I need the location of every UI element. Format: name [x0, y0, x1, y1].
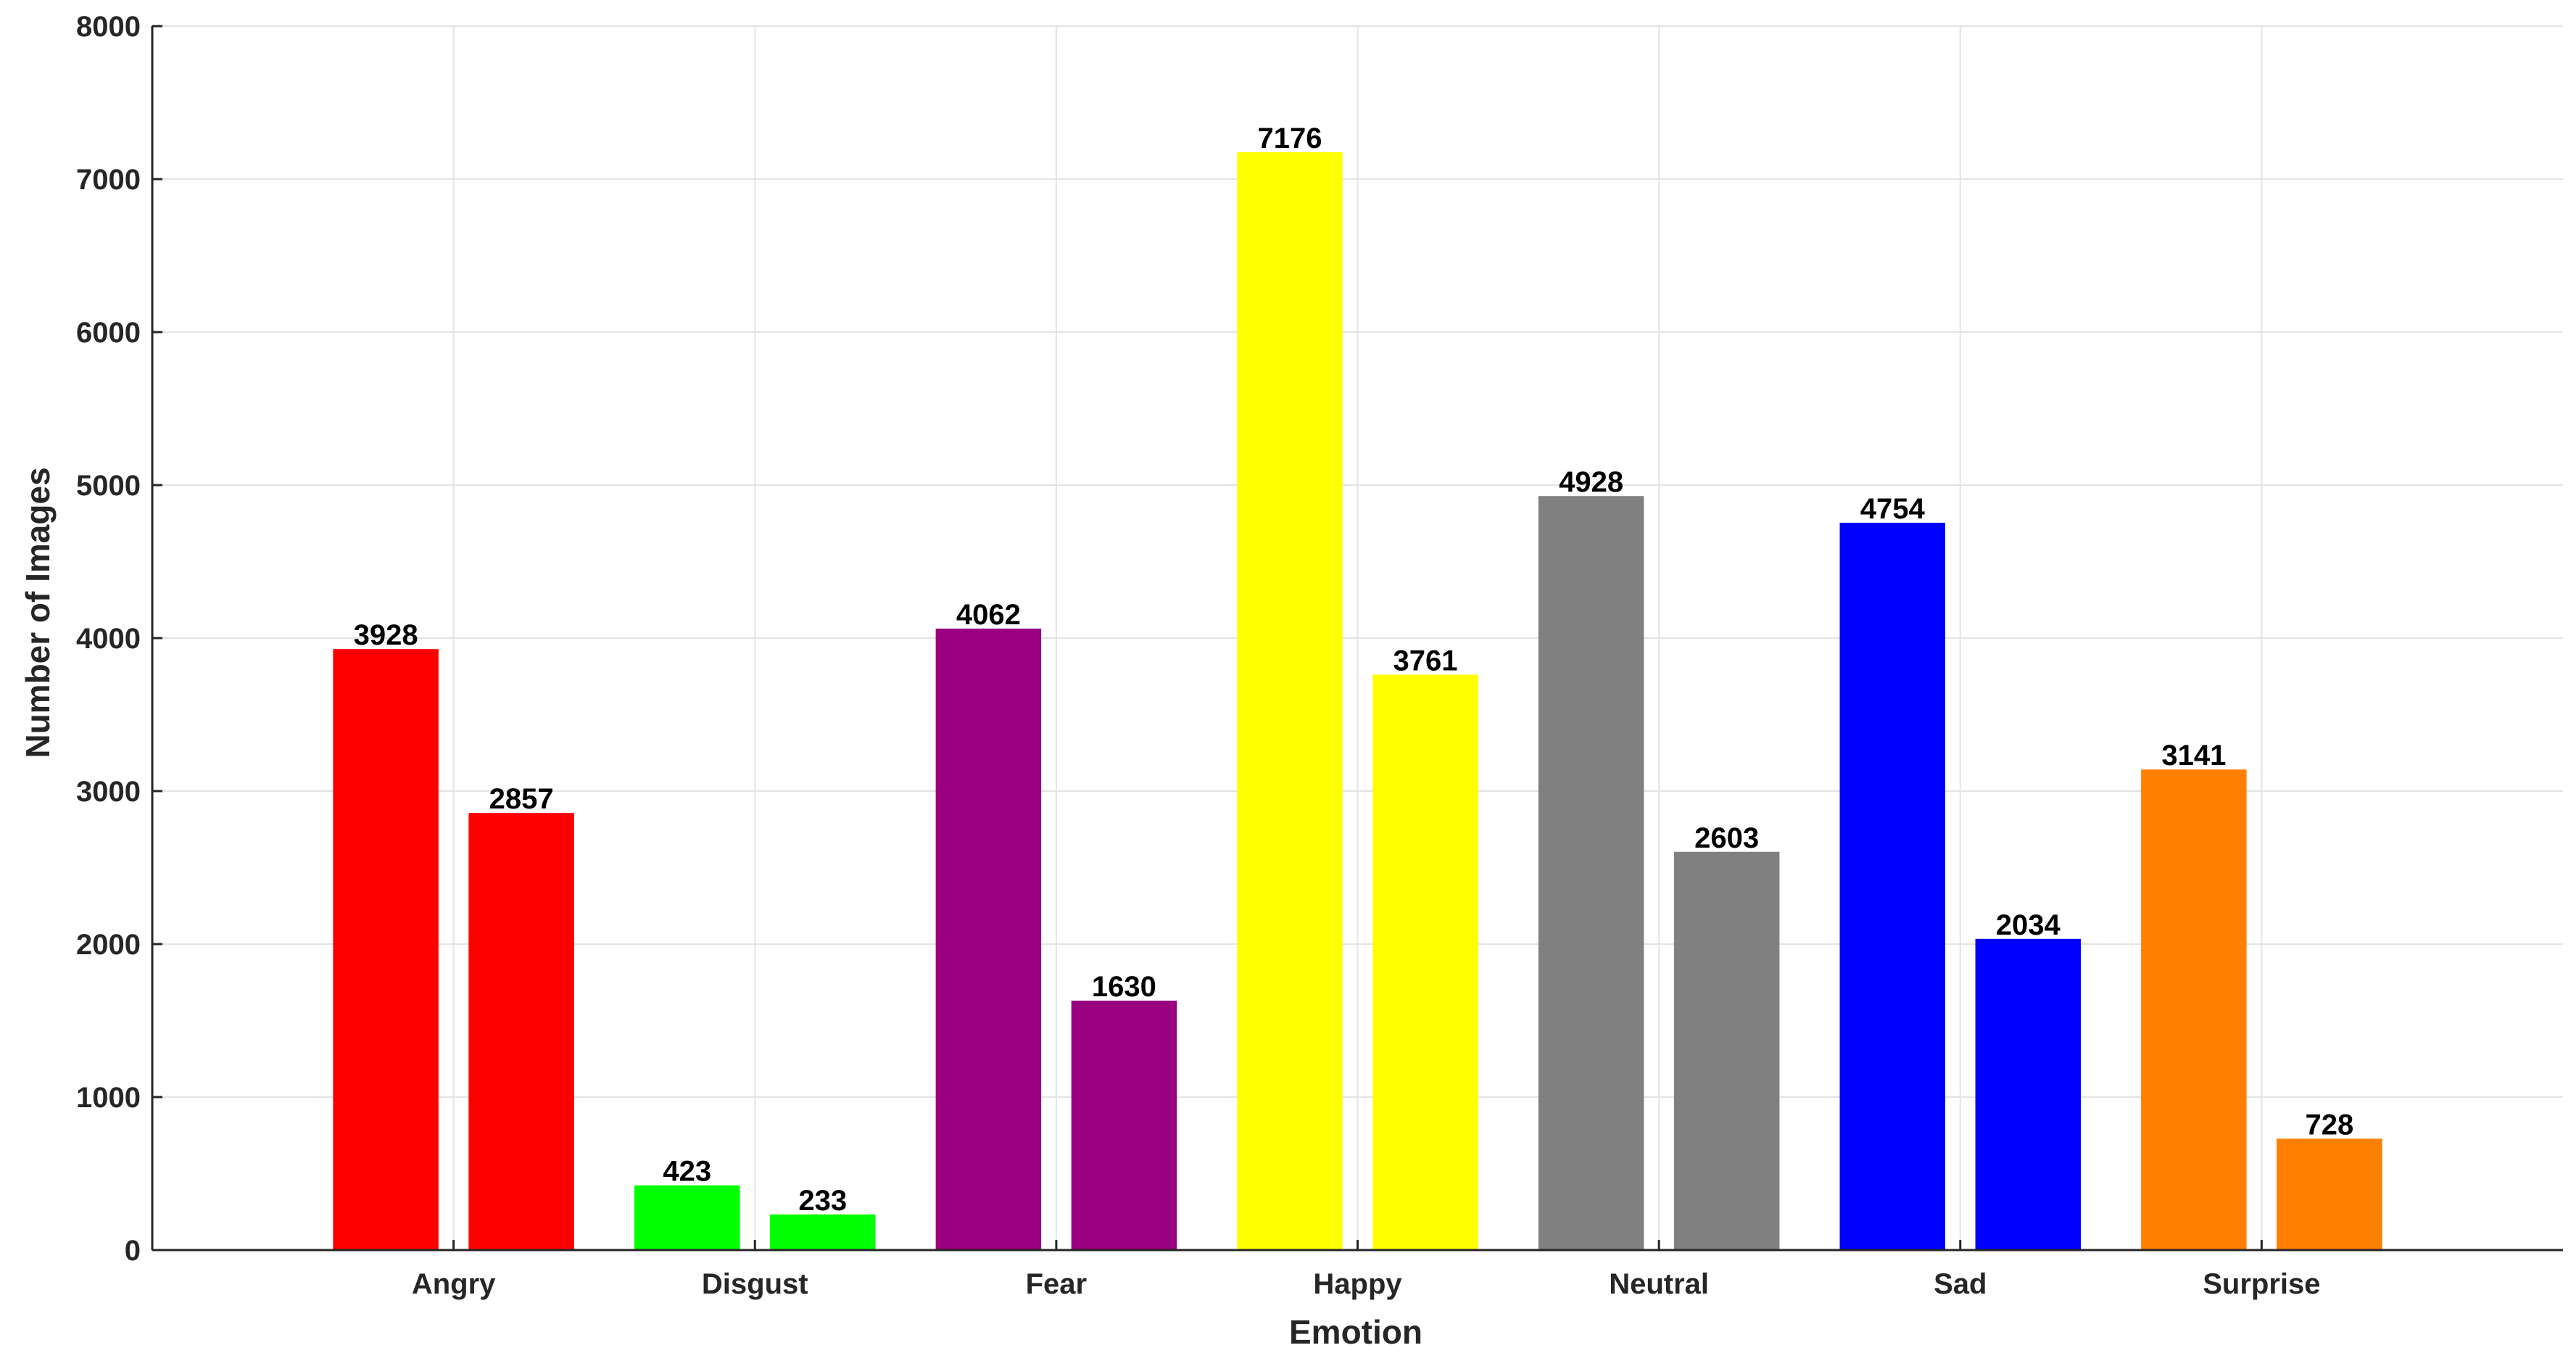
- y-tick-label: 2000: [76, 929, 141, 961]
- y-tick-label: 7000: [76, 164, 141, 196]
- bar-surprise-2: [2277, 1138, 2382, 1250]
- bar-happy-2: [1372, 674, 1478, 1250]
- bar-happy-1: [1237, 152, 1343, 1250]
- axes: 0 1000 2000 3000 4000 5000 6000 7000 8000 Angry Di…: [76, 11, 2563, 1300]
- bar-sad-1: [1839, 522, 1945, 1250]
- bars: [333, 152, 2382, 1250]
- data-label: 3761: [1393, 645, 1458, 677]
- data-label: 4062: [956, 599, 1021, 631]
- bar-angry-2: [468, 813, 574, 1250]
- y-tick-label: 8000: [76, 11, 141, 43]
- y-axis-title: Number of Images: [19, 467, 57, 758]
- x-tick-label: Surprise: [2203, 1268, 2320, 1300]
- data-label: 728: [2306, 1109, 2354, 1141]
- x-tick-label: Sad: [1934, 1268, 1987, 1300]
- y-tick-label: 0: [125, 1235, 141, 1267]
- x-tick-label: Fear: [1026, 1268, 1088, 1300]
- data-label: 7176: [1257, 123, 1322, 154]
- bar-fear-1: [935, 628, 1042, 1250]
- data-label: 233: [798, 1185, 847, 1217]
- bar-neutral-2: [1673, 851, 1780, 1250]
- data-label: 3928: [354, 619, 418, 651]
- bar-disgust-2: [770, 1214, 876, 1250]
- y-tick-label: 6000: [76, 317, 141, 349]
- y-tick-label: 1000: [76, 1082, 141, 1114]
- y-tick-label: 5000: [76, 470, 141, 502]
- bar-neutral-1: [1538, 496, 1644, 1250]
- y-tick-label: 3000: [76, 776, 141, 808]
- bar-sad-2: [1975, 938, 2081, 1250]
- x-tick-label: Angry: [412, 1268, 496, 1300]
- x-tick-label: Neutral: [1609, 1268, 1709, 1300]
- y-tick-label: 4000: [76, 623, 141, 655]
- bar-disgust-1: [634, 1185, 740, 1250]
- data-label: 4928: [1559, 466, 1623, 498]
- data-label: 3141: [2161, 740, 2226, 771]
- data-label: 2603: [1694, 822, 1759, 854]
- data-labels: 3928 423 4062 7176 4928 4754 3141 2857 233 1630 37…: [354, 123, 2354, 1217]
- bar-angry-1: [333, 649, 439, 1250]
- data-label: 4754: [1860, 493, 1926, 525]
- data-label: 423: [663, 1156, 711, 1188]
- bar-surprise-1: [2141, 769, 2247, 1250]
- data-label: 2857: [489, 783, 554, 815]
- data-label: 1630: [1092, 971, 1156, 1003]
- x-tick-label: Disgust: [702, 1268, 808, 1300]
- data-label: 2034: [1996, 909, 2061, 941]
- bar-fear-2: [1071, 1001, 1177, 1250]
- x-axis-title: Emotion: [1289, 1313, 1422, 1351]
- x-tick-label: Happy: [1313, 1268, 1402, 1300]
